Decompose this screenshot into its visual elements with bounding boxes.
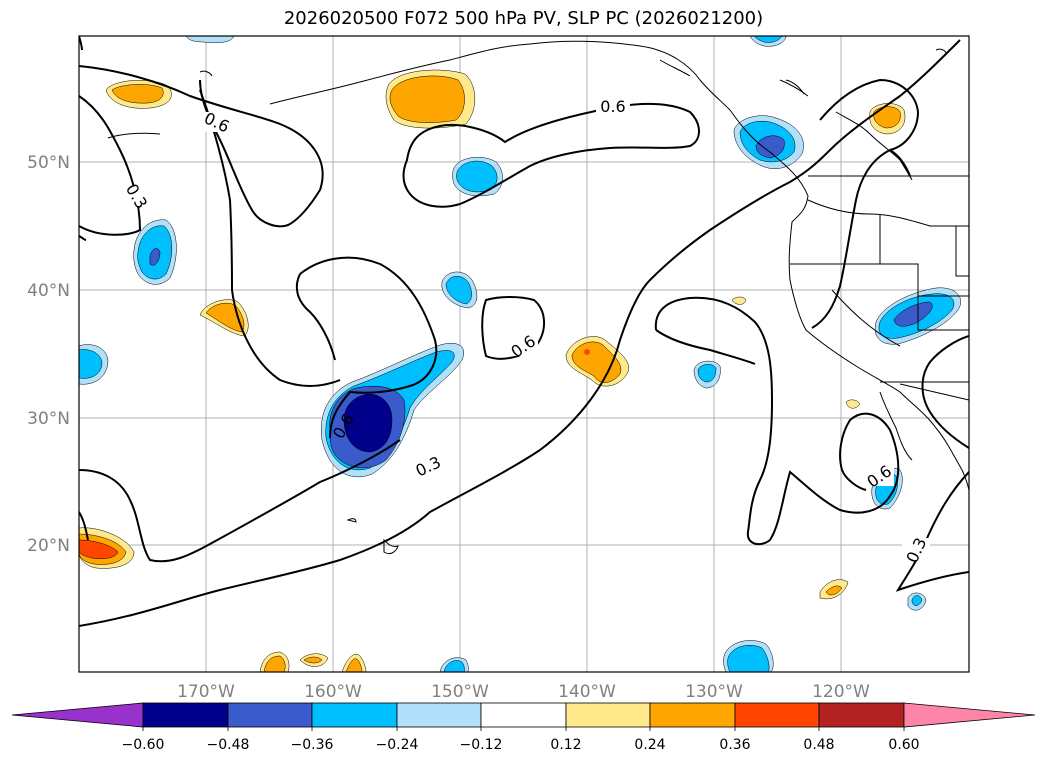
- colorbar-tick-label: 0.12: [550, 737, 581, 753]
- colorbar-swatch: [480, 702, 567, 728]
- colorbar-swatch: [396, 702, 482, 728]
- colorbar-tick-label: 0.48: [803, 737, 834, 753]
- colorbar-tick-label: 0.60: [888, 737, 919, 753]
- colorbar-swatch: [734, 702, 820, 728]
- colorbar-swatch: [818, 702, 905, 728]
- lat-label: 50°N: [27, 153, 70, 173]
- colorbar-tick-label: −0.48: [207, 737, 250, 753]
- contour-label: 0.6: [600, 97, 625, 116]
- longitude-labels: 170°W 160°W 150°W 140°W 130°W 120°W: [177, 682, 870, 702]
- colorbar-swatch: [227, 702, 313, 728]
- colorbar-over-triangle: [903, 702, 1036, 728]
- colorbar-tick-label: −0.12: [460, 737, 503, 753]
- colorbar-ticks: −0.60 −0.48 −0.36 −0.24 −0.12 0.12 0.24 …: [122, 737, 920, 753]
- latitude-labels: 50°N 40°N 30°N 20°N: [27, 153, 70, 556]
- lat-label: 30°N: [27, 409, 70, 429]
- lon-label: 160°W: [304, 682, 362, 702]
- pv-negative-anomalies: [79, 36, 961, 672]
- colorbar-swatch: [565, 702, 651, 728]
- colorbar-tick-label: 0.24: [634, 737, 665, 753]
- lon-label: 150°W: [431, 682, 489, 702]
- map-frame: [78, 35, 970, 673]
- colorbar-tick-label: −0.60: [122, 737, 165, 753]
- lon-label: 130°W: [685, 682, 743, 702]
- colorbar-under-triangle: [11, 702, 144, 728]
- slp-contours: [79, 36, 969, 627]
- lon-label: 140°W: [558, 682, 616, 702]
- colorbar-tick-label: −0.36: [291, 737, 334, 753]
- map-title: 2026020500 F072 500 hPa PV, SLP PC (2026…: [283, 8, 764, 29]
- lon-label: 120°W: [812, 682, 870, 702]
- colorbar-swatch: [311, 702, 398, 728]
- colorbar-swatch: [142, 702, 229, 728]
- colorbar: [11, 702, 1036, 731]
- lat-label: 40°N: [27, 281, 70, 301]
- colorbar-swatch: [649, 702, 736, 728]
- gridlines: [79, 36, 969, 672]
- pv-positive-anomalies: [79, 69, 906, 672]
- colorbar-tick-label: 0.36: [719, 737, 750, 753]
- lat-label: 20°N: [27, 536, 70, 556]
- lon-label: 170°W: [177, 682, 235, 702]
- colorbar-tick-label: −0.24: [376, 737, 419, 753]
